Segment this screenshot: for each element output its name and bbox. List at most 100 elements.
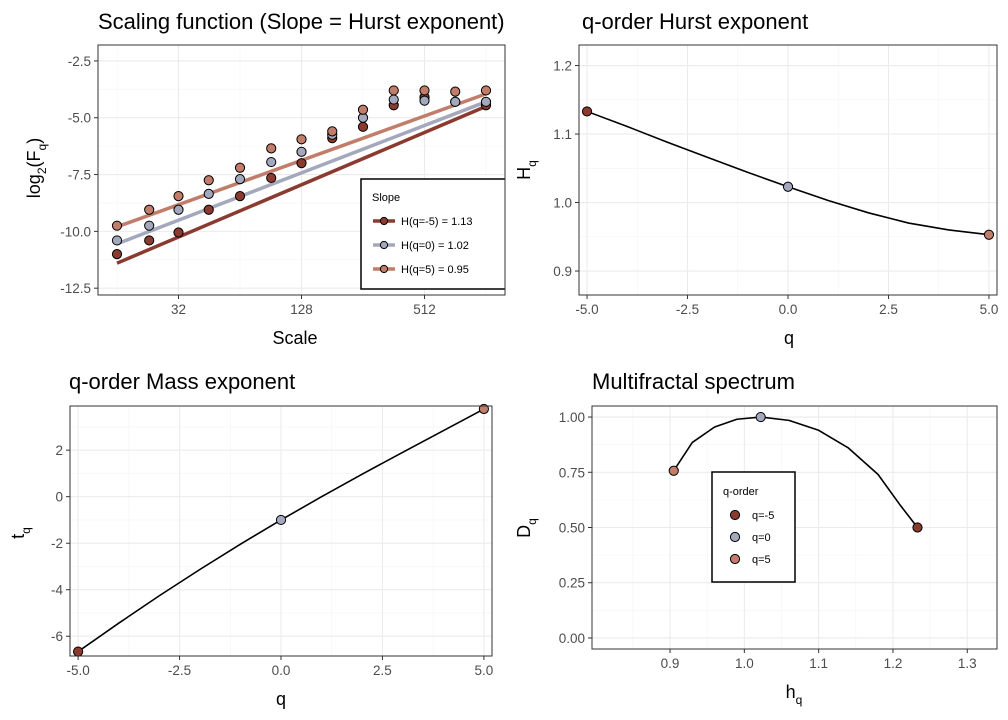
scaling-point-s0 bbox=[266, 172, 277, 184]
scaling-y-label: log2(Fq) bbox=[24, 138, 49, 198]
spectrum-point-2 bbox=[668, 465, 679, 476]
spectrum-legend-key bbox=[729, 553, 741, 565]
mass-y-ticks: -6 -4 -2 0 2 bbox=[51, 443, 70, 644]
spectrum-legend-box bbox=[711, 471, 796, 583]
spectrum-panel-border bbox=[591, 405, 998, 650]
scaling-point-s1 bbox=[266, 156, 277, 168]
mass-panel-border bbox=[69, 405, 493, 657]
spectrum-x-tick-label: 1.3 bbox=[958, 656, 977, 671]
scaling-point-s2 bbox=[144, 204, 155, 215]
scaling-title: Scaling function (Slope = Hurst exponent… bbox=[98, 9, 505, 34]
scaling-points bbox=[111, 85, 492, 260]
scaling-point-s1 bbox=[173, 204, 184, 215]
scaling-x-label: Scale bbox=[272, 328, 317, 348]
spectrum-curve-line bbox=[673, 416, 919, 528]
scaling-panel-border bbox=[97, 44, 506, 296]
scaling-point-s2 bbox=[296, 134, 307, 145]
scaling-y-tick-label: -12.5 bbox=[60, 281, 91, 296]
spectrum-point-1 bbox=[755, 411, 766, 423]
scaling-point-s1 bbox=[296, 146, 307, 157]
scaling-point-s1 bbox=[480, 96, 492, 107]
spectrum-legend-key bbox=[729, 531, 741, 543]
scaling-point-s1 bbox=[144, 220, 155, 231]
spectrum-y-tick-label: 0.75 bbox=[559, 465, 585, 480]
hurst-x-tick-label: 2.5 bbox=[879, 302, 898, 317]
scaling-point-s2 bbox=[327, 126, 338, 137]
spectrum-curve bbox=[673, 416, 919, 528]
scaling-fit-line-1 bbox=[116, 100, 487, 246]
scaling-legend-label: H(q=5) = 0.95 bbox=[401, 264, 469, 276]
scaling-panel: 32 128 512 -12.5 -10.0 -7.5 -5.0 -2.5 Slope H(… bbox=[24, 0, 577, 360]
mass-panel: -5.0 -2.5 0.0 2.5 5.0 -6 -4 -2 0 2 q-order Mass … bbox=[8, 369, 493, 709]
scaling-legend-key-point bbox=[379, 216, 389, 226]
spectrum-x-ticks: 0.9 1.0 1.1 1.2 1.3 bbox=[661, 649, 977, 671]
spectrum-x-tick-label: 1.1 bbox=[809, 656, 828, 671]
spectrum-legend-label: q=-5 bbox=[752, 510, 774, 522]
scaling-point-s2 bbox=[419, 85, 430, 96]
spectrum-legend-items: q=-5 q=0 q=5 bbox=[729, 509, 774, 566]
scaling-point-s2 bbox=[357, 104, 369, 115]
mass-x-tick-label: 2.5 bbox=[373, 663, 392, 678]
hurst-x-label: q bbox=[784, 328, 794, 348]
spectrum-y-tick-label: 0.50 bbox=[559, 521, 585, 536]
hurst-panel: -5.0 -2.5 0.0 2.5 5.0 0.9 1.0 1.1 1.2 q-order H… bbox=[514, 9, 998, 348]
scaling-legend-label: H(q=-5) = 1.13 bbox=[401, 216, 473, 228]
scaling-point-s0 bbox=[144, 235, 155, 246]
hurst-x-tick-label: 5.0 bbox=[980, 302, 999, 317]
mass-y-tick-label: -2 bbox=[51, 536, 63, 551]
mass-title: q-order Mass exponent bbox=[69, 369, 295, 394]
mass-x-ticks: -5.0 -2.5 0.0 2.5 5.0 bbox=[66, 656, 493, 678]
scaling-point-s2 bbox=[111, 220, 123, 231]
mass-point-2 bbox=[478, 403, 489, 415]
hurst-point-0 bbox=[581, 106, 593, 117]
spectrum-x-tick-label: 0.9 bbox=[661, 656, 680, 671]
scaling-point-s1 bbox=[203, 188, 214, 199]
spectrum-x-tick-label: 1.0 bbox=[735, 656, 754, 671]
scaling-y-tick-label: -5.0 bbox=[68, 111, 91, 126]
mass-x-tick-label: -2.5 bbox=[168, 663, 191, 678]
spectrum-y-tick-label: 0.00 bbox=[559, 631, 585, 646]
scaling-point-s0 bbox=[357, 121, 369, 132]
scaling-y-tick-label: -10.0 bbox=[60, 224, 91, 239]
scaling-point-s0 bbox=[296, 158, 307, 169]
hurst-y-tick-label: 1.2 bbox=[553, 59, 572, 74]
scaling-point-s1 bbox=[419, 95, 430, 106]
mass-x-tick-label: -5.0 bbox=[66, 663, 89, 678]
scaling-x-tick-label: 512 bbox=[413, 302, 436, 317]
scaling-point-s2 bbox=[388, 85, 399, 96]
spectrum-legend-title: q-order bbox=[723, 486, 759, 498]
scaling-y-tick-label: -7.5 bbox=[68, 168, 91, 183]
scaling-point-s2 bbox=[266, 143, 277, 154]
mass-x-label: q bbox=[276, 689, 286, 709]
spectrum-y-tick-label: 1.00 bbox=[559, 410, 585, 425]
spectrum-y-ticks: 0.00 0.25 0.50 0.75 1.00 bbox=[559, 410, 592, 646]
scaling-point-s0 bbox=[203, 204, 214, 215]
mass-point-0 bbox=[73, 646, 84, 657]
mass-y-tick-label: -6 bbox=[51, 629, 63, 644]
mass-point-1 bbox=[275, 514, 287, 526]
spectrum-points bbox=[668, 411, 923, 533]
scaling-point-s0 bbox=[234, 191, 246, 202]
scaling-y-tick-label: -2.5 bbox=[68, 54, 91, 69]
scaling-y-ticks: -12.5 -10.0 -7.5 -5.0 -2.5 bbox=[60, 54, 98, 296]
scaling-x-tick-label: 32 bbox=[171, 302, 186, 317]
hurst-point-1 bbox=[782, 181, 794, 192]
column-gap bbox=[505, 0, 577, 360]
scaling-legend: Slope H(q=-5) = 1.13 H(q=0) = 1.02 H(q=5) … bbox=[360, 178, 508, 290]
mass-y-tick-label: 0 bbox=[55, 490, 63, 505]
scaling-legend-title: Slope bbox=[372, 192, 400, 204]
hurst-x-ticks: -5.0 -2.5 0.0 2.5 5.0 bbox=[575, 295, 998, 317]
scaling-legend-key-point bbox=[379, 264, 389, 274]
hurst-point-2 bbox=[983, 229, 995, 240]
mass-gridlines bbox=[70, 406, 492, 656]
hurst-points bbox=[581, 106, 995, 240]
scaling-point-s2 bbox=[173, 191, 184, 202]
mass-y-tick-label: -4 bbox=[51, 583, 63, 598]
hurst-title: q-order Hurst exponent bbox=[582, 9, 808, 34]
hurst-x-tick-label: -2.5 bbox=[676, 302, 699, 317]
hurst-panel-border bbox=[578, 44, 998, 296]
hurst-y-ticks: 0.9 1.0 1.1 1.2 bbox=[553, 59, 579, 279]
spectrum-legend-key bbox=[729, 509, 741, 521]
